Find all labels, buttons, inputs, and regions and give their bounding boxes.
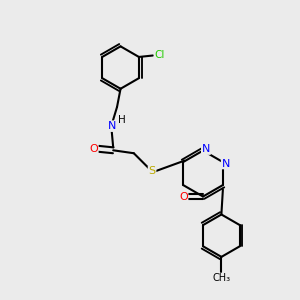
Text: CH₃: CH₃: [212, 273, 230, 284]
Text: O: O: [89, 144, 98, 154]
Text: O: O: [179, 191, 188, 202]
Text: N: N: [107, 121, 116, 131]
Text: Cl: Cl: [154, 50, 165, 61]
Text: N: N: [202, 144, 210, 154]
Text: S: S: [148, 167, 156, 176]
Text: H: H: [118, 115, 126, 125]
Text: N: N: [222, 158, 230, 169]
